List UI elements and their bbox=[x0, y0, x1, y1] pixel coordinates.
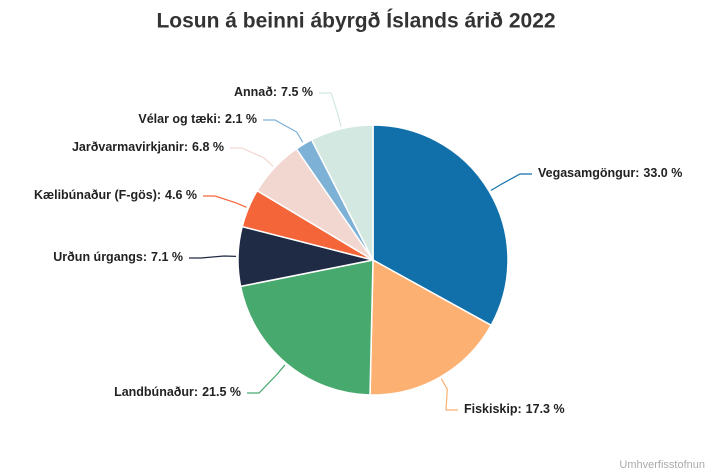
leader-line bbox=[203, 195, 247, 208]
value-label: 7.1 % bbox=[151, 250, 183, 264]
category-label: Fiskiskip: bbox=[464, 402, 522, 416]
pie-slice bbox=[369, 258, 493, 396]
data-label: Fiskiskip: 17.3 % bbox=[464, 402, 565, 416]
value-label: 2.1 % bbox=[225, 112, 257, 126]
data-label: Kælibúnaður (F-gös): 4.6 % bbox=[34, 188, 197, 202]
value-label: 21.5 % bbox=[202, 385, 241, 399]
data-label: Landbúnaður: 21.5 % bbox=[114, 385, 241, 399]
leader-line bbox=[247, 364, 286, 394]
pie-slice bbox=[372, 124, 509, 327]
category-label: Urðun úrgangs: bbox=[53, 250, 147, 264]
value-label: 33.0 % bbox=[643, 166, 682, 180]
leader-line bbox=[189, 255, 237, 259]
value-label: 17.3 % bbox=[526, 402, 565, 416]
data-label: Jarðvarmavirkjanir: 6.8 % bbox=[72, 140, 224, 154]
pie-slice bbox=[239, 259, 374, 396]
leader-line bbox=[230, 147, 274, 167]
chart-title: Losun á beinni ábyrgð Íslands árið 2022 bbox=[156, 10, 555, 33]
category-label: Jarðvarmavirkjanir: bbox=[72, 140, 188, 154]
pie-slice bbox=[310, 124, 374, 261]
leader-line bbox=[440, 378, 458, 411]
data-label: Vegasamgöngur: 33.0 % bbox=[538, 166, 682, 180]
category-label: Kælibúnaður (F-gös): bbox=[34, 188, 161, 202]
leader-line bbox=[319, 92, 342, 127]
value-label: 4.6 % bbox=[165, 188, 197, 202]
value-label: 7.5 % bbox=[281, 85, 313, 99]
category-label: Annað: bbox=[234, 85, 277, 99]
category-label: Vélar og tæki: bbox=[138, 112, 221, 126]
data-label: Urðun úrgangs: 7.1 % bbox=[53, 250, 183, 264]
source: Umhverfisstofnun bbox=[619, 459, 705, 471]
leader-line bbox=[263, 119, 304, 143]
data-label: Annað: 7.5 % bbox=[234, 85, 313, 99]
value-label: 6.8 % bbox=[192, 140, 224, 154]
leader-line bbox=[490, 173, 532, 191]
category-label: Vegasamgöngur: bbox=[538, 166, 639, 180]
data-label: Vélar og tæki: 2.1 % bbox=[138, 112, 257, 126]
category-label: Landbúnaður: bbox=[114, 385, 198, 399]
